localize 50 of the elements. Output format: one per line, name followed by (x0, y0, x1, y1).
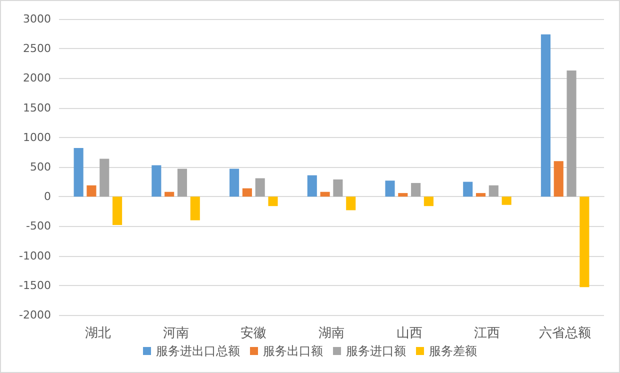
y-tick-label: 2000 (23, 72, 51, 85)
x-tick-label: 湖南 (318, 326, 344, 341)
bar (488, 185, 498, 197)
x-tick-label: 湖北 (84, 326, 111, 341)
bar (255, 178, 265, 197)
bar (242, 188, 252, 197)
bar (320, 192, 330, 197)
y-tick-label: -1500 (19, 278, 51, 292)
y-tick-label: 1500 (23, 101, 51, 114)
bar (566, 70, 576, 197)
legend-label: 服务出口额 (263, 344, 323, 358)
bar (502, 196, 512, 205)
bar (164, 192, 174, 197)
bar (580, 196, 590, 288)
bar (100, 158, 110, 197)
y-tick-label: 1000 (23, 130, 51, 144)
x-tick-label: 山西 (396, 326, 422, 341)
bar (268, 196, 278, 206)
bar (333, 179, 343, 197)
bar (307, 175, 317, 197)
legend-label: 服务进口额 (346, 344, 406, 358)
bar (86, 185, 96, 197)
bar (424, 196, 434, 206)
y-tick-label: -2000 (19, 308, 51, 322)
bar (190, 196, 200, 220)
bar (112, 196, 122, 226)
x-tick-label: 六省总额 (539, 326, 592, 341)
bar (411, 182, 421, 197)
legend-label: 服务差额 (429, 344, 477, 358)
y-tick-label: -1000 (19, 249, 51, 262)
y-tick-label: 2500 (23, 42, 51, 56)
bar (554, 161, 564, 197)
bar (177, 168, 188, 197)
bar (398, 193, 408, 197)
bar (346, 196, 356, 210)
x-tick-label: 安徽 (240, 325, 267, 341)
y-tick-label: 500 (30, 160, 51, 174)
bar (74, 148, 84, 197)
bar (476, 193, 486, 197)
bar (463, 182, 473, 197)
y-tick-label: -500 (26, 220, 51, 233)
y-tick-label: 0 (44, 190, 51, 204)
bar (540, 34, 550, 197)
y-tick-label: 3000 (23, 12, 51, 26)
bar (230, 168, 240, 197)
legend-label: 服务进出口总额 (156, 344, 240, 358)
bar (385, 180, 395, 197)
x-tick-label: 江西 (474, 326, 500, 341)
x-tick-label: 河南 (162, 326, 189, 341)
bar (152, 165, 162, 197)
